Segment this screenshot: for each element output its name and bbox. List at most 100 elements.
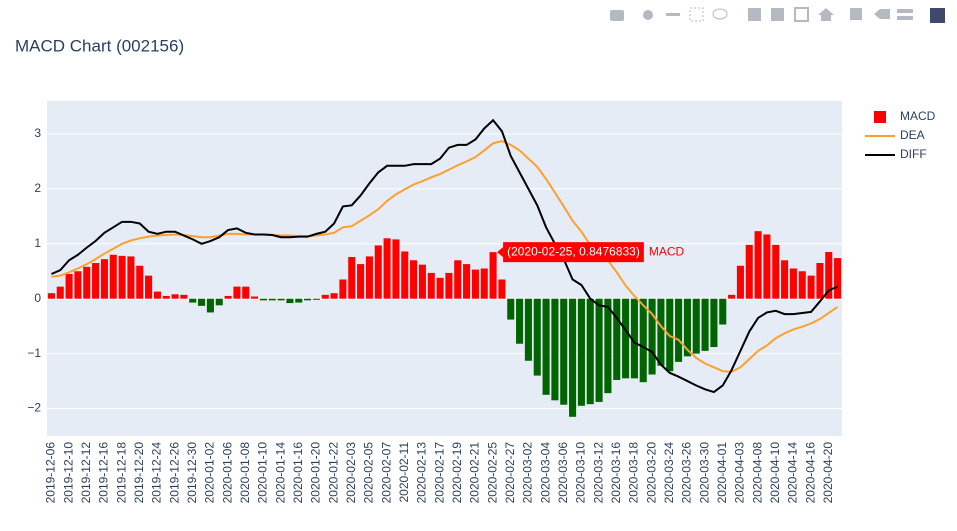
x-tick-label: 2020-01-08 (238, 442, 252, 504)
x-tick-label: 2020-02-19 (450, 442, 464, 504)
select-icon[interactable] (689, 7, 704, 22)
x-tick-label: 2020-02-05 (362, 442, 376, 504)
bar (577, 298, 585, 406)
bar (604, 298, 612, 394)
x-tick-label: 2020-03-18 (627, 442, 641, 504)
y-tick-label: −1 (27, 346, 41, 360)
bar (728, 294, 736, 299)
x-tick-label: 2020-02-11 (397, 442, 411, 503)
hover-compare-icon[interactable] (897, 9, 913, 13)
x-tick-label: 2020-03-16 (609, 442, 623, 504)
bar (489, 252, 497, 299)
bar (763, 234, 771, 299)
lasso-icon[interactable] (712, 8, 728, 20)
plot-area (47, 101, 842, 436)
plotly-logo[interactable] (930, 8, 945, 23)
bar (798, 271, 806, 299)
reset-icon[interactable] (818, 8, 834, 21)
legend-swatch (874, 111, 886, 123)
bar (648, 298, 656, 375)
bar (206, 298, 214, 313)
pan-icon[interactable] (666, 13, 680, 16)
bar (480, 268, 488, 299)
x-tick-label: 2020-01-14 (273, 442, 287, 504)
legend-label: DEA (900, 128, 925, 142)
bar (639, 298, 647, 383)
bar (427, 272, 435, 299)
legend-label: MACD (900, 109, 936, 123)
bar (622, 298, 630, 379)
y-tick-label: 2 (34, 181, 41, 195)
bar (516, 298, 524, 344)
x-tick-label: 2020-03-24 (662, 442, 676, 504)
bar (47, 293, 55, 299)
x-tick-label: 2020-04-01 (715, 442, 729, 504)
bar (242, 286, 250, 299)
bar (498, 279, 506, 299)
y-tick-label: −2 (27, 401, 41, 415)
bar (348, 256, 356, 299)
bar (162, 295, 170, 299)
bar (507, 298, 515, 320)
bar (560, 298, 568, 405)
bar (189, 298, 197, 303)
bar (136, 265, 144, 299)
x-tick-label: 2020-03-12 (591, 442, 605, 504)
x-tick-label: 2020-02-07 (379, 442, 393, 504)
bar (392, 239, 400, 299)
bar (781, 260, 789, 299)
x-tick-label: 2020-01-20 (309, 442, 323, 504)
x-tick-label: 2020-02-25 (485, 442, 499, 504)
y-tick-label: 1 (34, 236, 41, 250)
x-tick-label: 2020-03-10 (574, 442, 588, 504)
x-tick-label: 2019-12-30 (185, 442, 199, 504)
x-tick-label: 2019-12-24 (150, 442, 164, 504)
autoscale-icon[interactable] (794, 7, 809, 22)
x-tick-label: 2020-02-17 (432, 442, 446, 504)
bar (74, 271, 82, 299)
x-tick-label: 2020-04-03 (733, 442, 747, 504)
modebar[interactable] (610, 7, 945, 23)
x-tick-label: 2020-02-27 (503, 442, 517, 504)
bar (56, 286, 64, 299)
hover-closest-icon[interactable] (874, 9, 890, 19)
bar (710, 298, 718, 348)
bar (825, 252, 833, 299)
x-tick-label: 2020-01-16 (291, 442, 305, 504)
x-tick-label: 2020-03-04 (538, 442, 552, 504)
x-tick-label: 2020-02-13 (415, 442, 429, 504)
bar (321, 294, 329, 299)
bar (675, 298, 683, 362)
bar (701, 298, 709, 351)
hover-compare-icon[interactable] (897, 16, 913, 20)
bar (259, 298, 267, 301)
hover-box (503, 242, 644, 263)
x-tick-label: 2019-12-12 (79, 442, 93, 504)
bar (268, 298, 276, 301)
bar (445, 272, 453, 299)
bar (65, 273, 73, 299)
bar (745, 244, 753, 299)
bar (215, 298, 223, 306)
bar (418, 264, 426, 299)
bar (816, 263, 824, 299)
spike-icon[interactable] (850, 8, 862, 20)
zoom-out-icon[interactable] (771, 8, 784, 21)
x-tick-label: 2019-12-16 (97, 442, 111, 504)
x-tick-label: 2019-12-06 (44, 442, 58, 504)
chart-title: MACD Chart (002156) (15, 36, 184, 55)
x-tick-label: 2020-03-06 (556, 442, 570, 504)
bar (542, 298, 550, 395)
bar (410, 260, 418, 299)
camera-icon[interactable] (610, 10, 624, 21)
zoom-icon[interactable] (643, 10, 653, 20)
bar (719, 298, 727, 325)
zoom-in-icon[interactable] (748, 8, 761, 21)
x-tick-label: 2020-01-10 (256, 442, 270, 504)
bar (100, 259, 108, 299)
hover-text: (2020-02-25, 0.8476833) (507, 244, 640, 258)
bar (789, 268, 797, 299)
x-tick-label: 2020-02-03 (344, 442, 358, 504)
x-tick-label: 2020-04-16 (803, 442, 817, 504)
